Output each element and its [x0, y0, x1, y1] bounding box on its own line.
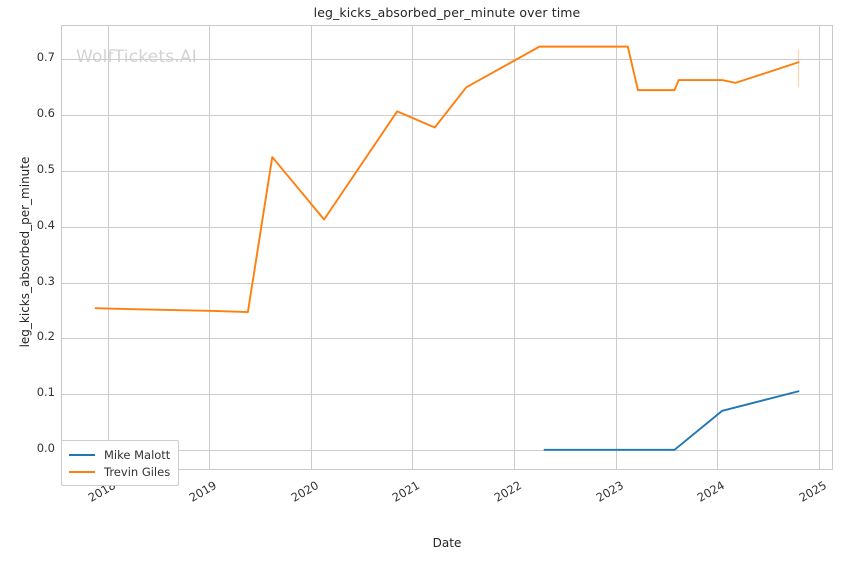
x-tick-label-2021: 2021 [390, 478, 423, 505]
legend-swatch-icon [69, 470, 95, 473]
gridline-x-2025 [819, 26, 820, 469]
legend-label: Trevin Giles [104, 464, 171, 479]
gridline-x-2020 [311, 26, 312, 469]
y-tick-label-0.7: 0.7 [36, 50, 55, 65]
y-axis-label: leg_kicks_absorbed_per_minute [18, 156, 32, 348]
series-line-mike-malott [543, 390, 800, 451]
gridline-x-2022 [514, 26, 515, 469]
series-lines [94, 45, 800, 451]
legend-label: Mike Malott [104, 447, 171, 462]
x-tick-label-2019: 2019 [186, 478, 220, 505]
chart-title: leg_kicks_absorbed_per_minute over time [313, 5, 581, 20]
gridline-x-2019 [209, 26, 210, 469]
x-tick-label-2024: 2024 [694, 478, 728, 505]
legend-swatch-icon [69, 453, 95, 456]
gridline-y-0.3 [62, 283, 832, 284]
y-axis-ticks: 0.0 0.1 0.2 0.3 0.4 0.5 0.6 0.7 [0, 0, 55, 561]
x-axis-label: Date [432, 536, 462, 550]
plot-area: WolfTickets.AI [61, 25, 833, 470]
gridline-y-0.5 [62, 171, 832, 172]
x-tick-label-2025: 2025 [796, 478, 829, 505]
gridline-y-0.6 [62, 115, 832, 116]
y-tick-label-0.0: 0.0 [36, 440, 55, 455]
watermark-label: WolfTickets.AI [76, 47, 197, 67]
legend-item-trevin-giles[interactable]: Trevin Giles [69, 463, 170, 480]
gridline-x-2018 [108, 26, 109, 469]
y-tick-label-0.2: 0.2 [36, 329, 55, 344]
gridline-x-2024 [717, 26, 718, 469]
y-tick-label-0.6: 0.6 [36, 106, 55, 121]
gridline-y-0.7 [62, 59, 832, 60]
x-tick-label-2020: 2020 [288, 478, 321, 505]
gridline-y-0.0 [62, 450, 832, 451]
gridline-y-0.1 [62, 394, 832, 395]
gridline-x-2021 [412, 26, 413, 469]
legend: Mike Malott Trevin Giles [61, 440, 180, 486]
legend-item-mike-malott[interactable]: Mike Malott [69, 446, 170, 463]
gridline-y-0.4 [62, 227, 832, 228]
y-tick-label-0.4: 0.4 [36, 217, 55, 232]
gridline-x-2023 [616, 26, 617, 469]
x-tick-label-2022: 2022 [491, 478, 525, 505]
x-tick-label-2023: 2023 [593, 478, 626, 505]
y-tick-label-0.1: 0.1 [36, 385, 55, 400]
y-tick-label-0.3: 0.3 [36, 273, 55, 288]
gridline-y-0.2 [62, 338, 832, 339]
y-tick-label-0.5: 0.5 [36, 161, 55, 176]
series-line-trevin-giles [94, 45, 800, 314]
